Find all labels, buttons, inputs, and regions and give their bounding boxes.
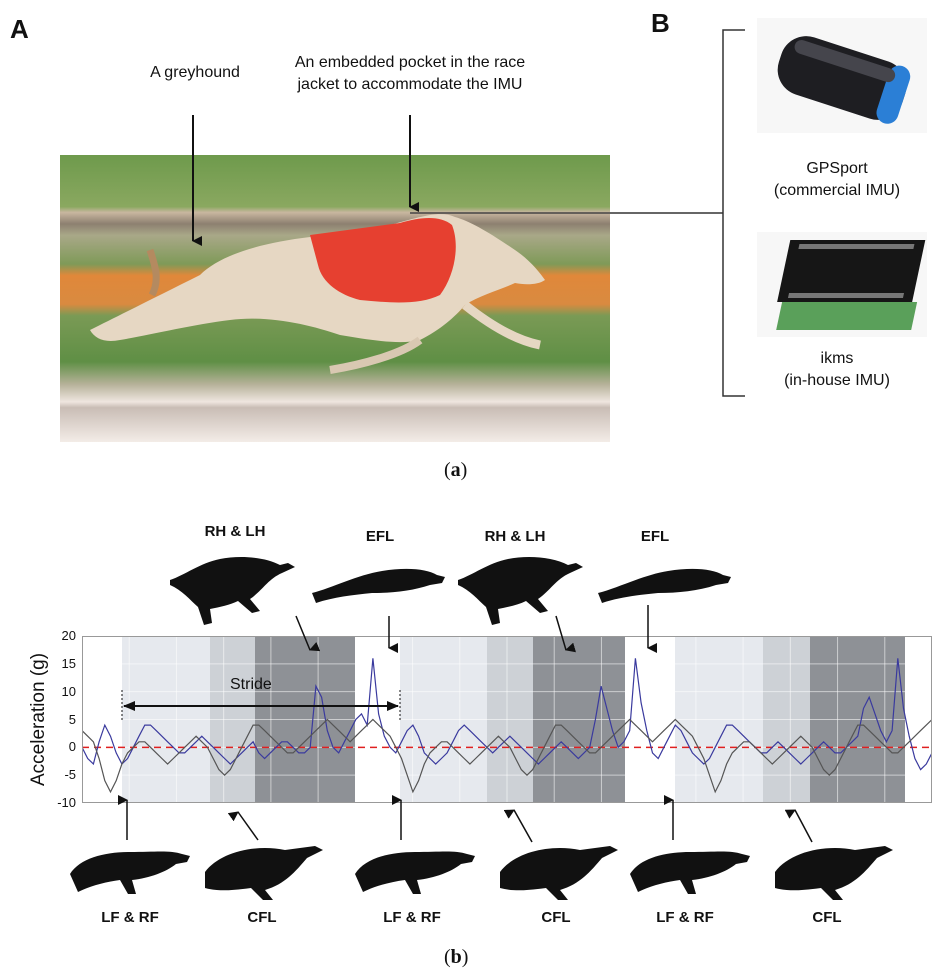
plot-frame [82,636,932,803]
top-label-1: RH & LH [204,523,266,540]
device-bracket [722,29,745,397]
ikms-type: (in-house IMU) [784,372,890,389]
y-tick-label: 20 [61,628,76,643]
top-label-2: EFL [365,528,395,545]
series-blue-line [82,658,932,771]
y-tick-label: 10 [61,683,76,699]
silhouette-gather-2 [458,557,583,625]
annotation-pocket: An embedded pocket in the race jacket to… [260,52,560,96]
bottom-label-3: LF & RF [383,909,441,926]
ikms-device-image [757,232,927,337]
annotation-pocket-line1: An embedded pocket in the race [294,54,526,71]
y-tick-label: 0 [68,739,76,755]
ikms-name: ikms [820,350,854,367]
annotation-greyhound: A greyhound [150,64,240,81]
series-grey-line [82,718,932,794]
top-label-4: EFL [640,528,670,545]
ikms-caption: ikms (in-house IMU) [747,348,927,392]
bottom-label-4: CFL [541,909,571,926]
silhouette-lf-rf-1 [70,851,190,894]
gpsport-type: (commercial IMU) [773,182,901,199]
y-axis-label: Acceleration (g) [28,652,49,786]
gpsport-name: GPSport [806,160,868,177]
silhouette-gather-1 [170,557,295,625]
arrow-bottom-2 [227,811,259,841]
acceleration-chart [82,636,932,803]
panel-b-letter: B [651,8,670,38]
bottom-label-2: CFL [247,909,277,926]
gpsport-device-image [757,18,927,133]
top-label-3: RH & LH [484,528,546,545]
bottom-silhouettes [70,846,893,900]
y-tick-label: 5 [68,711,76,727]
annotation-pocket-line2: jacket to accommodate the IMU [297,76,523,93]
y-tick-label: 15 [61,655,76,671]
y-tick-label: -10 [57,795,76,810]
bottom-label-6: CFL [812,909,842,926]
silhouette-extended-1 [312,568,445,603]
bottom-label-5: LF & RF [656,909,714,926]
caption-b: (b) [444,946,469,968]
panel-a-letter: A [10,14,29,44]
greyhound-figure [90,214,545,374]
silhouette-lf-rf-2 [355,851,475,894]
silhouette-cfl-1 [205,846,323,900]
top-silhouettes [170,557,731,625]
silhouette-lf-rf-3 [630,851,750,894]
silhouette-cfl-3 [775,846,893,900]
greyhound-photo [60,155,610,442]
silhouette-extended-2 [598,568,731,603]
stride-label: Stride [230,676,272,693]
gpsport-caption: GPSport (commercial IMU) [747,158,927,202]
silhouette-cfl-2 [500,846,618,900]
caption-a: (a) [444,459,468,481]
y-tick-label: -5 [64,767,76,783]
bottom-label-1: LF & RF [101,909,159,926]
